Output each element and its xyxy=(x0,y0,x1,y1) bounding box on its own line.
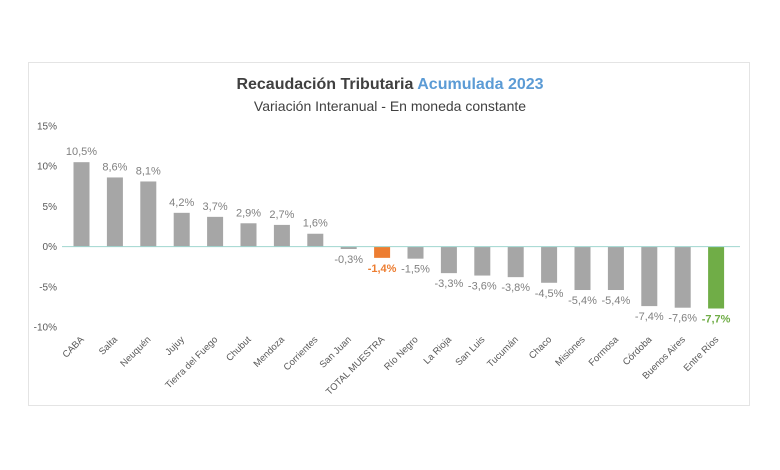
data-label: -7,6% xyxy=(668,313,697,325)
data-label: -3,6% xyxy=(468,281,497,293)
category-label: Córdoba xyxy=(621,334,655,368)
bar xyxy=(607,246,624,291)
bar xyxy=(273,224,290,247)
data-label: 8,6% xyxy=(102,161,127,173)
y-tick-label: -10% xyxy=(34,323,57,334)
bar xyxy=(674,246,691,308)
y-tick-label: 15% xyxy=(37,122,57,133)
data-label: 2,7% xyxy=(269,209,294,221)
category-label: Corrientes xyxy=(282,334,321,373)
category-label: Entre Ríos xyxy=(682,334,722,374)
category-label: Tucumán xyxy=(485,334,521,370)
data-label: 2,9% xyxy=(236,207,261,219)
data-label: 1,6% xyxy=(303,218,328,230)
bar xyxy=(307,233,324,247)
data-label: -0,3% xyxy=(334,254,363,266)
bar xyxy=(173,212,190,247)
chart-title: Recaudación Tributaria Acumulada 2023 xyxy=(0,76,780,94)
category-label: Jujuy xyxy=(163,334,187,358)
chart-subtitle: Variación Interanual - En moneda constan… xyxy=(253,98,527,114)
data-label: -7,7% xyxy=(702,314,731,326)
y-tick-label: 0% xyxy=(43,242,58,253)
category-label: Río Negro xyxy=(382,334,420,372)
bar xyxy=(207,216,224,247)
data-label: -3,8% xyxy=(501,282,530,294)
bar xyxy=(440,246,457,274)
bar xyxy=(507,246,524,278)
category-label: San Luis xyxy=(453,334,487,368)
category-label: Salta xyxy=(97,334,121,358)
data-label: 10,5% xyxy=(66,146,97,158)
category-label: Neuquén xyxy=(118,334,153,369)
category-label: Chubut xyxy=(224,334,254,364)
category-label: CABA xyxy=(61,334,88,361)
bar xyxy=(474,246,491,276)
bar xyxy=(407,246,424,259)
bar xyxy=(240,223,257,247)
category-label: Chaco xyxy=(527,334,554,361)
category-label: La Rioja xyxy=(422,334,455,367)
category-label: TOTAL MUESTRA xyxy=(324,334,388,398)
category-label: Misiones xyxy=(553,334,587,368)
data-label: -5,4% xyxy=(568,295,597,307)
data-label: -1,4% xyxy=(368,263,397,275)
data-label: -1,5% xyxy=(401,264,430,276)
data-label: -5,4% xyxy=(602,295,631,307)
data-label: -4,5% xyxy=(535,288,564,300)
bar xyxy=(73,162,90,247)
y-tick-label: -5% xyxy=(39,282,57,293)
bar xyxy=(641,246,658,307)
data-label: 8,1% xyxy=(136,165,161,177)
data-label: 3,7% xyxy=(203,201,228,213)
bar xyxy=(340,246,357,250)
data-label: 4,2% xyxy=(169,197,194,209)
bar xyxy=(541,246,558,283)
chart-title-accent: Acumulada 2023 xyxy=(417,76,544,93)
data-label: -7,4% xyxy=(635,311,664,323)
bar xyxy=(374,246,391,258)
data-label: -3,3% xyxy=(435,278,464,290)
y-tick-label: 10% xyxy=(37,162,57,173)
bar xyxy=(106,177,123,247)
y-tick-label: 5% xyxy=(43,202,58,213)
bar xyxy=(574,246,591,291)
bar xyxy=(140,181,157,247)
category-label: Formosa xyxy=(587,334,622,369)
bar xyxy=(708,246,725,309)
chart-title-main: Recaudación Tributaria xyxy=(236,76,414,93)
